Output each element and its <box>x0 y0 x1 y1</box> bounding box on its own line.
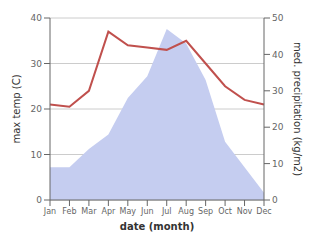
svg-text:40: 40 <box>31 13 43 23</box>
svg-text:Oct: Oct <box>218 207 232 216</box>
svg-text:Mar: Mar <box>81 207 97 216</box>
svg-text:max temp (C): max temp (C) <box>11 74 22 143</box>
svg-text:50: 50 <box>272 13 284 23</box>
svg-text:0: 0 <box>272 195 278 205</box>
svg-text:Nov: Nov <box>237 207 253 216</box>
svg-text:Feb: Feb <box>62 207 76 216</box>
svg-text:20: 20 <box>31 104 43 114</box>
svg-text:med. precipitation (kg/m2): med. precipitation (kg/m2) <box>292 42 303 176</box>
svg-text:Jan: Jan <box>43 207 56 216</box>
svg-text:40: 40 <box>272 50 284 60</box>
svg-text:date (month): date (month) <box>120 221 194 232</box>
svg-text:Apr: Apr <box>101 207 116 216</box>
svg-text:0: 0 <box>36 195 42 205</box>
svg-text:20: 20 <box>272 122 284 132</box>
svg-text:Dec: Dec <box>256 207 271 216</box>
svg-text:May: May <box>120 207 137 216</box>
svg-text:10: 10 <box>31 150 43 160</box>
svg-text:Sep: Sep <box>198 207 213 216</box>
svg-text:Aug: Aug <box>178 207 194 216</box>
svg-text:Jul: Jul <box>161 207 172 216</box>
svg-text:Jun: Jun <box>140 207 154 216</box>
svg-text:30: 30 <box>272 86 284 96</box>
svg-text:30: 30 <box>31 59 43 69</box>
svg-text:10: 10 <box>272 159 284 169</box>
